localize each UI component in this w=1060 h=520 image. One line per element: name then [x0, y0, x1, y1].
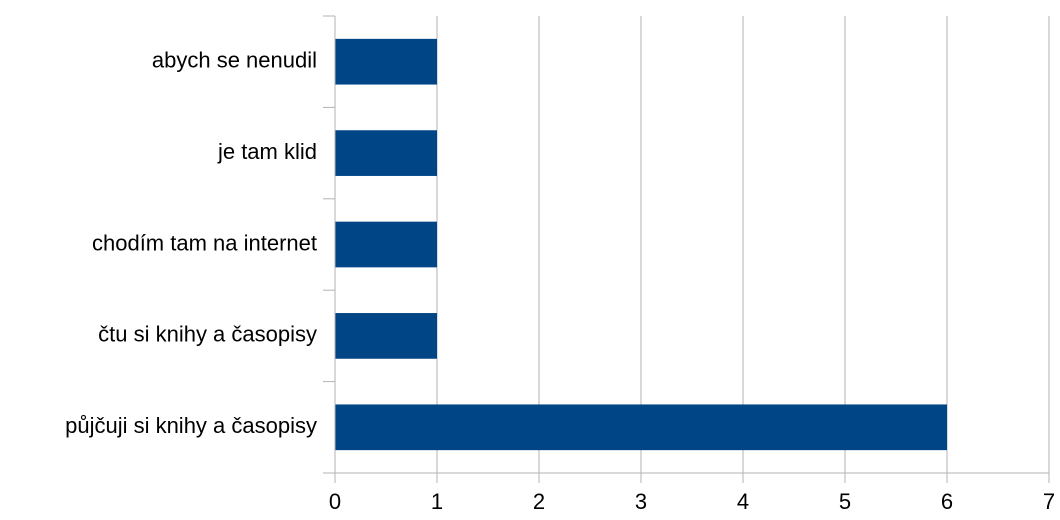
- category-label: chodím tam na internet: [92, 230, 317, 255]
- grid-lines: [436, 16, 1050, 473]
- category-label: půjčuji si knihy a časopisy: [65, 413, 317, 438]
- x-tick-label: 7: [1043, 489, 1055, 514]
- axes: [323, 15, 1050, 483]
- x-tick-label: 1: [431, 489, 443, 514]
- bar: [335, 130, 437, 176]
- x-tick-label: 3: [635, 489, 647, 514]
- category-label: abych se nenudil: [152, 48, 317, 73]
- bar: [335, 221, 437, 268]
- bars: [335, 38, 947, 451]
- x-tick-label: 0: [329, 489, 341, 514]
- bar: [335, 404, 947, 451]
- x-tick-label: 5: [839, 489, 851, 514]
- x-tick-label: 6: [941, 489, 953, 514]
- x-tick-label: 4: [737, 489, 749, 514]
- x-tick-label: 2: [533, 489, 545, 514]
- category-label: je tam klid: [217, 139, 317, 164]
- category-label: čtu si knihy a časopisy: [98, 322, 317, 347]
- labels: abych se nenudil je tam klid chodím tam na…: [65, 48, 1055, 514]
- bar: [335, 38, 437, 85]
- bar: [335, 313, 437, 359]
